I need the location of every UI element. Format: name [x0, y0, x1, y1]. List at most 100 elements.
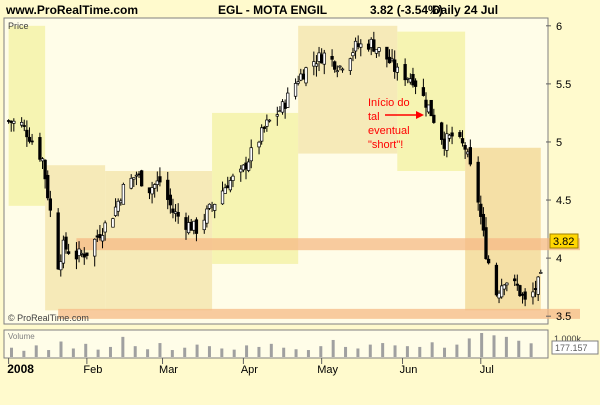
volume-bar: [443, 347, 447, 357]
volume-bar: [269, 343, 273, 357]
volume-bar: [220, 348, 224, 357]
candle-body: [6, 120, 11, 122]
volume-bar: [393, 345, 397, 357]
volume-bar: [96, 349, 100, 357]
candle-body: [192, 220, 196, 231]
candle-body: [95, 235, 99, 238]
candle-body: [257, 141, 261, 148]
candle-body: [207, 203, 212, 209]
candle-body: [330, 55, 334, 60]
candle-body: [61, 239, 66, 264]
candle-body: [353, 40, 358, 52]
candle-body: [466, 151, 470, 155]
ticker-name: EGL - MOTA ENGIL: [218, 3, 328, 17]
candle-body: [80, 252, 84, 255]
candle-body: [59, 261, 63, 271]
candle-body: [265, 119, 269, 127]
candle-body: [312, 61, 316, 67]
candle-body: [393, 59, 397, 72]
candle-body: [158, 176, 162, 183]
last-price-box: [549, 233, 579, 249]
candle-body: [372, 39, 376, 52]
volume-bar: [504, 336, 508, 357]
volume-bar: [368, 344, 372, 357]
candle-body: [293, 83, 298, 97]
candle-body: [518, 285, 522, 297]
candle-body: [468, 147, 472, 165]
candle-body: [533, 288, 538, 291]
candle-body: [119, 200, 123, 203]
candle-body: [387, 56, 392, 64]
candle-body: [351, 52, 355, 57]
candle-body: [111, 218, 115, 228]
candle-body: [440, 122, 444, 140]
candle-body: [278, 110, 282, 113]
y-tick-label: 6: [556, 21, 562, 33]
candle-body: [450, 132, 454, 137]
envelope-bands: [8, 25, 541, 311]
candle-body: [403, 64, 407, 81]
candle-body: [447, 134, 452, 139]
volume-bar: [121, 336, 125, 357]
candle-body: [82, 253, 86, 258]
candle-body: [338, 65, 342, 68]
volume-bar: [405, 346, 409, 357]
copyright-label: © ProRealTime.com: [8, 313, 89, 323]
candle-body: [317, 52, 321, 62]
candle-body: [20, 121, 24, 126]
support-resistance-levels: [58, 238, 581, 319]
candle-body: [153, 184, 157, 189]
candle-body: [374, 49, 379, 54]
annotation-line-4: "short"!: [368, 139, 403, 151]
candle-body: [184, 217, 188, 230]
candle-body: [520, 293, 525, 296]
candle-body: [484, 227, 488, 260]
candle-body: [390, 58, 394, 61]
volume-bar: [294, 349, 298, 357]
candle-body: [280, 101, 285, 113]
y-tick-label: 3.5: [556, 311, 571, 323]
candle-body: [340, 68, 345, 71]
candle-body: [460, 138, 465, 144]
price-label: Price: [8, 21, 29, 31]
volume-bar: [158, 343, 162, 357]
volume-bar: [146, 349, 150, 357]
candle-body: [205, 208, 209, 224]
candle-body: [226, 185, 230, 189]
candle-body: [12, 120, 16, 124]
candle-body: [322, 52, 326, 65]
price-axis: 3.5 4 4.5 5 5.5 6: [546, 21, 571, 323]
candle-body: [377, 47, 381, 52]
candle-body: [395, 66, 399, 73]
candle-body: [121, 184, 126, 205]
candle-body: [348, 58, 352, 71]
candle-body: [463, 144, 467, 150]
candle-body: [246, 161, 251, 171]
chart-header: www.ProRealTime.com EGL - MOTA ENGIL 3.8…: [0, 0, 600, 18]
candle-body: [296, 81, 300, 84]
candle-body: [249, 147, 253, 162]
candle-body: [411, 73, 415, 86]
candle-body: [210, 205, 214, 208]
candle-body: [98, 234, 102, 239]
candle-body: [432, 114, 436, 123]
volume-bar: [47, 350, 51, 357]
volume-bar: [381, 343, 385, 357]
x-tick-label: Jul: [480, 364, 494, 376]
candle-body: [140, 170, 144, 187]
annotation-line-3: eventual: [368, 125, 410, 137]
candle-body: [9, 120, 13, 123]
candle-body: [267, 119, 272, 122]
y-tick-label: 5: [556, 137, 562, 149]
candle-body: [314, 63, 319, 67]
volume-bar: [455, 344, 459, 357]
candle-body: [458, 132, 462, 137]
candle-body: [476, 161, 480, 203]
candle-body: [168, 194, 172, 206]
candle-body: [481, 213, 486, 231]
quote-value: 3.82 (-3.54%): [370, 3, 443, 17]
candle-body: [299, 73, 303, 81]
volume-bar: [71, 348, 75, 357]
candle-body: [132, 177, 136, 180]
